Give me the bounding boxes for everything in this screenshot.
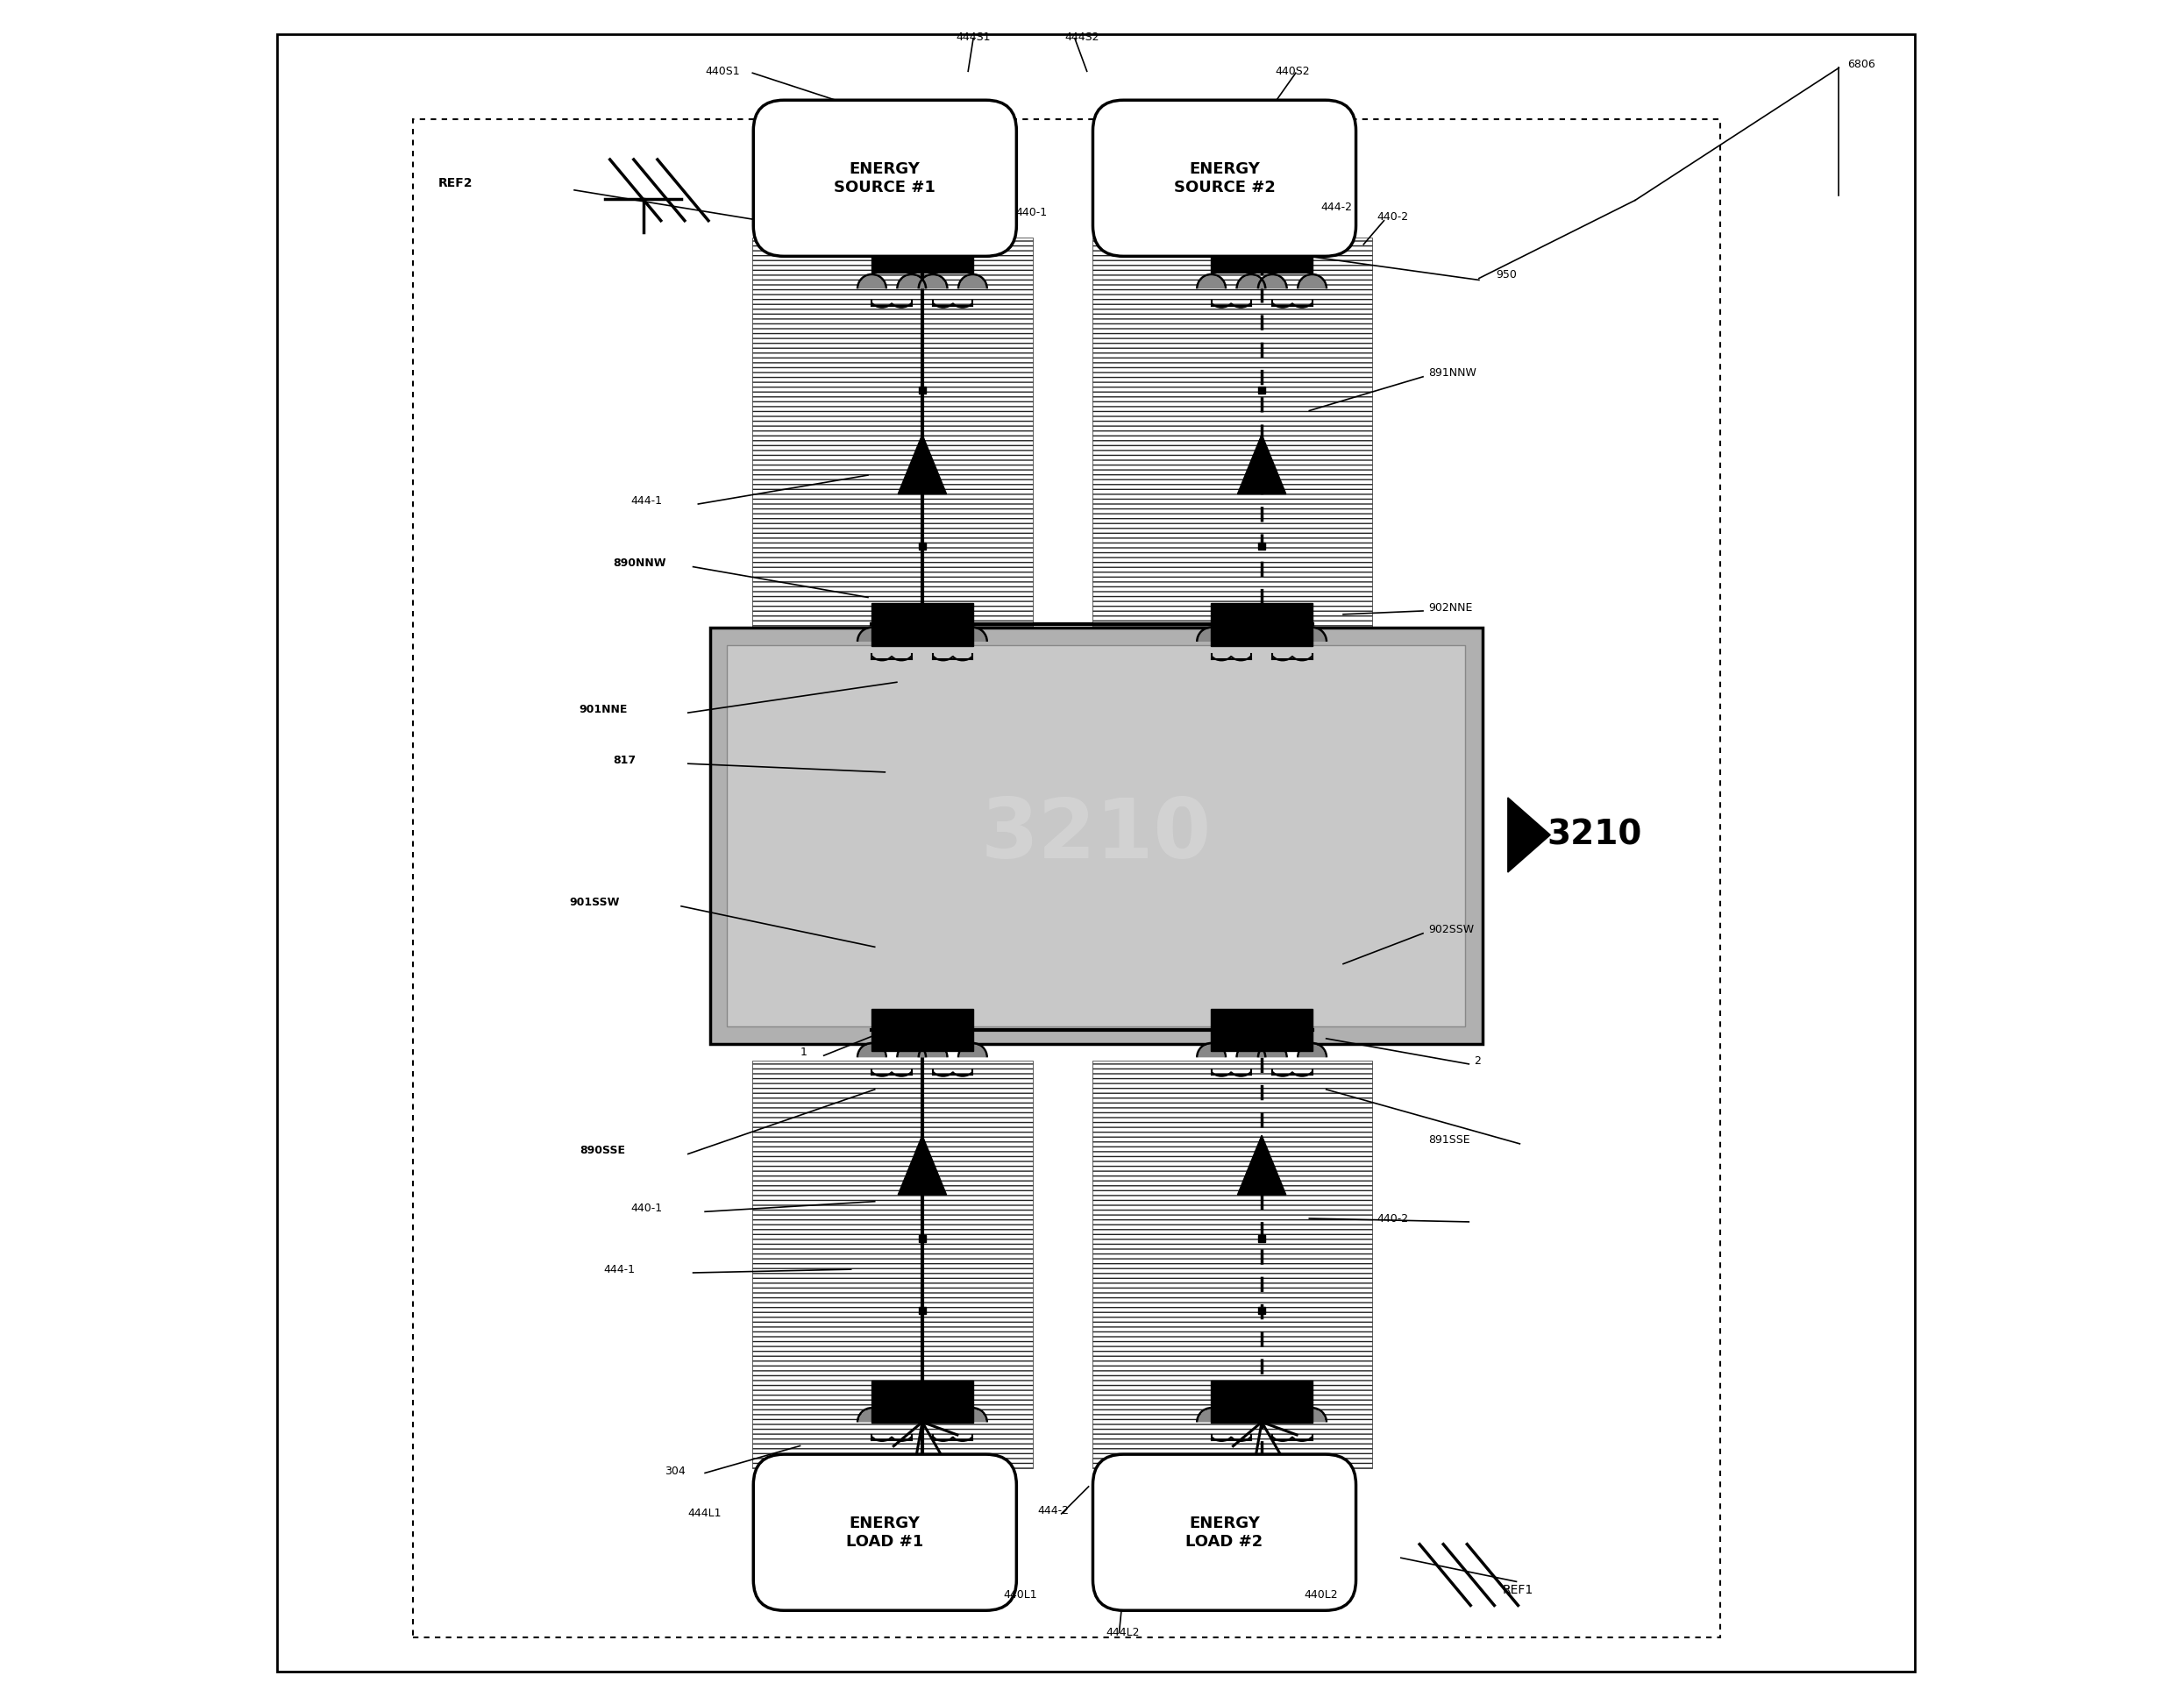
- Text: 444-1: 444-1: [603, 1264, 636, 1274]
- Wedge shape: [898, 628, 924, 641]
- Wedge shape: [1299, 628, 1326, 641]
- Bar: [871, 229, 974, 272]
- Text: 3210: 3210: [981, 796, 1212, 876]
- Text: 444S2: 444S2: [1066, 32, 1099, 42]
- Wedge shape: [1299, 275, 1326, 288]
- Text: 444S1: 444S1: [957, 32, 992, 42]
- Text: 444-1: 444-1: [631, 496, 662, 506]
- Text: 902NNE: 902NNE: [1428, 602, 1472, 613]
- Wedge shape: [898, 1409, 924, 1422]
- Bar: [871, 602, 974, 645]
- Bar: [871, 1008, 974, 1050]
- Text: 1: 1: [799, 1047, 806, 1057]
- Text: REF2: REF2: [439, 176, 474, 190]
- Wedge shape: [1238, 1044, 1265, 1057]
- Text: ENERGY
LOAD #2: ENERGY LOAD #2: [1186, 1515, 1262, 1549]
- Text: 440-1: 440-1: [1016, 207, 1048, 217]
- Wedge shape: [959, 1044, 985, 1057]
- Text: 902SSW: 902SSW: [1428, 925, 1474, 935]
- Text: 440L2: 440L2: [1304, 1590, 1339, 1600]
- Wedge shape: [898, 275, 924, 288]
- Text: ENERGY
SOURCE #2: ENERGY SOURCE #2: [1173, 161, 1275, 195]
- FancyBboxPatch shape: [753, 100, 1016, 256]
- Text: 304: 304: [664, 1466, 686, 1476]
- Bar: [710, 628, 1483, 1044]
- FancyBboxPatch shape: [1092, 1454, 1356, 1610]
- Text: 891NNW: 891NNW: [1428, 368, 1476, 378]
- Bar: [753, 238, 1033, 645]
- FancyBboxPatch shape: [753, 1454, 1016, 1610]
- Polygon shape: [1507, 798, 1551, 872]
- Wedge shape: [1260, 628, 1286, 641]
- Polygon shape: [898, 1135, 946, 1195]
- Wedge shape: [919, 275, 946, 288]
- Bar: [871, 1381, 974, 1422]
- Wedge shape: [919, 628, 946, 641]
- Wedge shape: [1260, 1409, 1286, 1422]
- FancyBboxPatch shape: [1092, 100, 1356, 256]
- Wedge shape: [898, 1044, 924, 1057]
- Wedge shape: [858, 628, 885, 641]
- Text: 440S2: 440S2: [1275, 66, 1310, 76]
- Wedge shape: [919, 1409, 946, 1422]
- Wedge shape: [1299, 1044, 1326, 1057]
- Text: ENERGY
LOAD #1: ENERGY LOAD #1: [845, 1515, 924, 1549]
- Text: ENERGY
SOURCE #1: ENERGY SOURCE #1: [834, 161, 935, 195]
- Text: 891SSE: 891SSE: [1428, 1135, 1470, 1145]
- Wedge shape: [919, 1044, 946, 1057]
- Wedge shape: [959, 1409, 985, 1422]
- Wedge shape: [1199, 1044, 1225, 1057]
- Bar: [753, 1061, 1033, 1468]
- Text: 950: 950: [1496, 270, 1518, 280]
- Text: 440-2: 440-2: [1378, 1213, 1409, 1224]
- Bar: [753, 238, 1033, 645]
- Text: 817: 817: [614, 755, 636, 765]
- Bar: [727, 645, 1465, 1027]
- Bar: [753, 1061, 1033, 1468]
- Bar: [1092, 238, 1372, 645]
- Bar: [413, 119, 1721, 1638]
- Polygon shape: [1238, 434, 1286, 494]
- Wedge shape: [858, 275, 885, 288]
- Wedge shape: [1299, 1409, 1326, 1422]
- Wedge shape: [858, 1409, 885, 1422]
- Wedge shape: [1260, 1044, 1286, 1057]
- Wedge shape: [1199, 1409, 1225, 1422]
- Bar: [1210, 1008, 1313, 1050]
- Text: 444-2: 444-2: [1321, 202, 1352, 212]
- Wedge shape: [1260, 275, 1286, 288]
- Wedge shape: [959, 628, 985, 641]
- Text: 901SSW: 901SSW: [570, 898, 620, 908]
- Wedge shape: [1238, 628, 1265, 641]
- Wedge shape: [1238, 1409, 1265, 1422]
- Wedge shape: [1199, 628, 1225, 641]
- Bar: [1092, 1061, 1372, 1468]
- Text: 440-2: 440-2: [1378, 212, 1409, 222]
- Text: REF1: REF1: [1503, 1583, 1533, 1597]
- Bar: [1210, 1381, 1313, 1422]
- Bar: [1092, 1061, 1372, 1468]
- Polygon shape: [1238, 1135, 1286, 1195]
- Text: 6806: 6806: [1848, 59, 1876, 70]
- Wedge shape: [1199, 275, 1225, 288]
- Text: 890SSE: 890SSE: [579, 1145, 625, 1156]
- Text: 444-2: 444-2: [1037, 1505, 1070, 1515]
- Text: 3210: 3210: [1546, 818, 1642, 852]
- Bar: [1210, 602, 1313, 645]
- Wedge shape: [1238, 275, 1265, 288]
- Text: 440-1: 440-1: [631, 1203, 662, 1213]
- Text: 2: 2: [1474, 1056, 1481, 1066]
- Polygon shape: [898, 434, 946, 494]
- Wedge shape: [959, 275, 985, 288]
- Text: 440L1: 440L1: [1005, 1590, 1037, 1600]
- Text: 444L2: 444L2: [1105, 1627, 1140, 1638]
- Text: 444L1: 444L1: [688, 1509, 721, 1519]
- Bar: [1210, 229, 1313, 272]
- Text: 901NNE: 901NNE: [579, 704, 629, 714]
- Bar: [1092, 238, 1372, 645]
- Text: 440S1: 440S1: [705, 66, 740, 76]
- Text: 890NNW: 890NNW: [614, 558, 666, 568]
- Wedge shape: [858, 1044, 885, 1057]
